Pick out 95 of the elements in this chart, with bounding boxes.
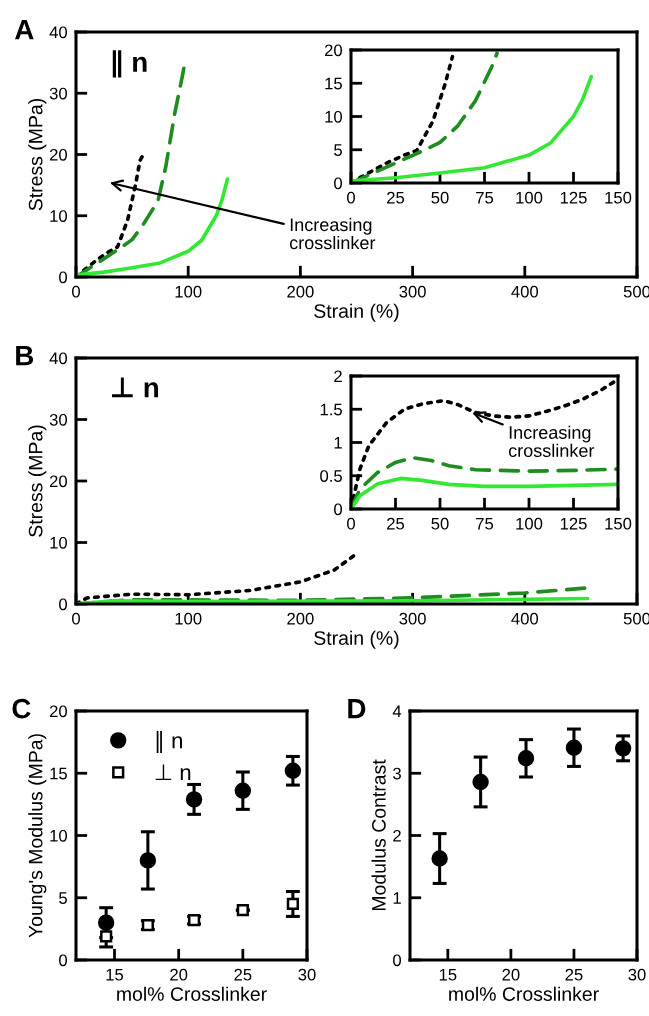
y-tick-label: 40 — [49, 352, 68, 365]
x-tick-label: 100 — [516, 191, 543, 204]
y-tick-label: 10 — [50, 829, 68, 842]
y-tick-label: 3 — [393, 767, 401, 780]
y-axis-title: Modulus Contrast — [371, 759, 386, 911]
point — [614, 740, 632, 757]
y-axis-title: Young's Modulus (MPa) — [28, 734, 47, 938]
line-series — [76, 177, 230, 277]
y-tick-label: 10 — [50, 210, 68, 222]
x-tick-label: 30 — [298, 968, 316, 981]
point — [185, 791, 203, 808]
x-tick-label: 125 — [560, 191, 587, 204]
x-tick-label: 125 — [560, 517, 587, 530]
point — [517, 750, 535, 767]
y-tick-label: 1 — [393, 892, 401, 904]
x-tick-label: 25 — [234, 968, 252, 981]
point — [234, 782, 252, 799]
x-tick-label: 0 — [347, 517, 355, 530]
x-tick-label: 25 — [387, 517, 405, 530]
line-series — [351, 74, 594, 183]
x-tick-label: 25 — [387, 191, 405, 204]
text: A — [14, 20, 34, 40]
x-tick-label: 150 — [605, 517, 632, 530]
annotation: ⊥ n — [112, 377, 159, 398]
annotation: Increasing crosslinker — [508, 425, 595, 458]
x-tick-label: 0 — [72, 612, 80, 625]
point — [284, 762, 302, 779]
y-tick-label: 0 — [59, 271, 68, 284]
x-axis-title: mol% Crosslinker — [117, 986, 267, 1001]
y-tick-label: 0 — [334, 503, 343, 516]
y-tick-label: 0 — [59, 598, 68, 611]
x-axis-title: Strain (%) — [314, 630, 399, 649]
x-tick-label: 0 — [347, 191, 355, 204]
y-axis-title: Stress (MPa) — [28, 425, 47, 537]
y-tick-label: 0.5 — [320, 470, 342, 482]
x-tick-label: 20 — [502, 968, 520, 981]
x-tick-label: 100 — [175, 612, 202, 625]
x-tick-label: 20 — [170, 968, 188, 981]
point — [472, 773, 489, 791]
x-tick-label: 100 — [516, 517, 543, 530]
point — [236, 904, 249, 917]
y-tick-label: 0 — [334, 177, 343, 190]
y-tick-label: 20 — [49, 705, 68, 718]
legend-label: ∥ n — [156, 731, 182, 753]
y-tick-label: 4 — [392, 705, 402, 718]
x-tick-label: 300 — [399, 285, 426, 298]
y-tick-label: 15 — [325, 77, 342, 90]
x-tick-label: 200 — [287, 612, 314, 625]
y-tick-label: 10 — [325, 110, 343, 123]
x-tick-label: 400 — [511, 612, 539, 625]
y-tick-label: 20 — [324, 44, 343, 57]
y-tick-label: 1 — [334, 437, 342, 449]
y-tick-label: 20 — [49, 475, 68, 488]
x-tick-label: 0 — [72, 285, 80, 298]
y-tick-label: 5 — [59, 892, 67, 904]
y-tick-label: 40 — [49, 26, 68, 39]
x-tick-label: 50 — [431, 191, 449, 204]
text: C — [12, 698, 31, 719]
point — [97, 914, 115, 931]
point — [565, 739, 583, 756]
x-tick-label: 25 — [565, 968, 583, 981]
text: B — [16, 346, 34, 366]
point — [286, 897, 299, 911]
x-tick-label: 75 — [476, 517, 494, 530]
y-tick-label: 30 — [49, 87, 68, 100]
x-tick-label: 300 — [399, 612, 426, 625]
annotation: Increasing crosslinker — [289, 217, 376, 250]
x-tick-label: 75 — [476, 191, 494, 204]
legend-label: ⊥ n — [155, 764, 191, 781]
y-tick-label: 15 — [50, 767, 67, 780]
point — [139, 852, 157, 869]
x-axis-title: mol% Crosslinker — [449, 986, 599, 1001]
x-tick-label: 15 — [106, 968, 124, 981]
y-tick-label: 5 — [334, 144, 342, 156]
point — [100, 930, 113, 943]
y-axis-title: Stress (MPa) — [28, 98, 47, 211]
y-tick-label: 0 — [393, 954, 402, 967]
text: D — [348, 699, 366, 719]
y-tick-label: 2 — [334, 370, 342, 383]
x-tick-label: 50 — [431, 517, 449, 530]
y-tick-label: 2 — [393, 829, 401, 842]
x-tick-label: 400 — [511, 285, 539, 298]
x-axis-title: Strain (%) — [314, 303, 399, 322]
x-tick-label: 100 — [175, 285, 202, 298]
point — [431, 850, 448, 867]
y-tick-label: 30 — [49, 413, 68, 426]
x-tick-label: 200 — [287, 285, 314, 298]
y-tick-label: 20 — [49, 148, 68, 161]
x-tick-label: 150 — [605, 191, 632, 204]
y-tick-label: 1.5 — [320, 403, 342, 416]
y-tick-label: 0 — [59, 954, 68, 967]
x-tick-label: 15 — [439, 968, 457, 981]
annotation: ∥ n — [112, 50, 147, 78]
x-tick-label: 30 — [628, 968, 646, 981]
y-tick-label: 10 — [50, 536, 68, 549]
